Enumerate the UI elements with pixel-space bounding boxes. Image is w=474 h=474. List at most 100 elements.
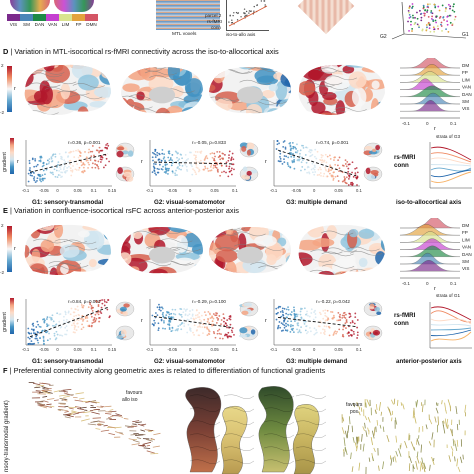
scatter-point [188,151,191,154]
scatter-point [167,173,169,175]
scatter-point [105,301,108,304]
scatter-point [53,332,56,335]
scatter-point [154,150,157,153]
scatter-x-tick: 0 [56,188,59,193]
scatter-point [347,167,350,170]
scatter-point [29,167,31,169]
gradient-space-point [423,14,426,17]
connectivity-arrow [61,399,68,402]
scatter-point [356,184,358,186]
scatter-point [344,322,347,325]
scatter-point [32,177,35,180]
scatter-point [162,157,165,160]
scatter-point [344,177,346,180]
brain-sulcus [144,70,178,76]
scatter-point [30,340,33,343]
hippocampal-fold [189,446,221,451]
scatter-point [197,170,200,173]
scatter-point [35,165,38,168]
scatter-point [65,333,68,336]
scatter-point [97,167,100,170]
brain-patch [358,257,368,268]
scatter-point [287,324,290,327]
scatter-point [64,310,67,313]
connectivity-arrow [404,440,408,449]
scatter-point [34,159,37,162]
scatter-point [330,310,332,313]
scatter-point [92,321,95,324]
connectivity-arrow [100,405,105,408]
network-label-vis: VIS [9,22,18,27]
scatter-point [39,175,42,178]
scatter-point [74,325,76,327]
strata-line [430,331,472,342]
scatter-point [300,169,302,172]
scatter-point [185,165,188,168]
scatter-point [311,171,314,174]
connectivity-arrow [36,402,42,405]
scatter-point [318,311,321,314]
brain-sulcus [25,102,58,108]
scatter-point [99,310,102,313]
scatter-point [353,333,355,335]
brain-patch [237,233,247,252]
scatter-point [97,317,100,319]
brain-sulcus [307,100,340,106]
scatter-point [203,326,206,329]
gradient-space-point [411,5,414,8]
scatter-point [343,176,346,178]
scatter-point [151,156,154,159]
scatter-point [198,334,201,337]
connectivity-arrow [146,445,151,447]
gradient-space-point [428,27,431,30]
connectivity-arrow [343,437,346,446]
scatter-point [306,146,309,149]
scatter-point [295,313,298,316]
scatter-point [37,331,40,334]
connectivity-arrow [367,417,371,423]
scatter-point [53,168,56,171]
brain-patch [77,74,99,91]
ridge-density-vis [399,100,461,112]
scatter-point [344,163,347,165]
scatter-point [75,314,78,317]
scatter-point [300,161,303,164]
scatter-point [50,157,53,160]
scatter-point [186,308,189,311]
connectivity-arrow [132,420,140,423]
gradient-space-point [408,17,411,19]
inset-brain-patch [246,170,252,176]
scatter-point [204,314,207,317]
scatter-point [39,156,42,159]
hippocampal-fold [295,407,327,412]
scatter-point [351,320,354,322]
scatter-point [339,313,342,316]
scatter-point [336,164,339,167]
scatter-point [37,323,40,326]
network-swatch-dmn [85,14,98,21]
network-swatch-van [46,14,59,21]
gradient-space-point [452,5,455,8]
scatter-point [39,160,42,163]
scatter-point [296,322,299,325]
scatter-point [329,158,332,160]
ridge-density-dan [399,245,461,257]
brain-sulcus [149,75,182,80]
connectivity-arrow [459,456,463,464]
scatter-point [298,329,301,332]
scatter-point [212,317,215,320]
scatter-point [349,321,352,324]
connectivity-arrow [395,450,399,457]
connectivity-arrow [421,404,424,413]
scatter-point [31,174,33,177]
scatter-point [284,329,287,332]
scatter-point [225,322,227,325]
scatter-point [190,163,193,166]
panel-e-brain-medial-left [121,227,203,274]
connectivity-arrow [351,425,354,433]
scatter-point [56,333,59,336]
scatter-point [204,165,206,168]
brain-patch [78,230,90,238]
brain-patch [184,78,203,98]
panel-d-colorbar-high: 2 [1,63,4,68]
